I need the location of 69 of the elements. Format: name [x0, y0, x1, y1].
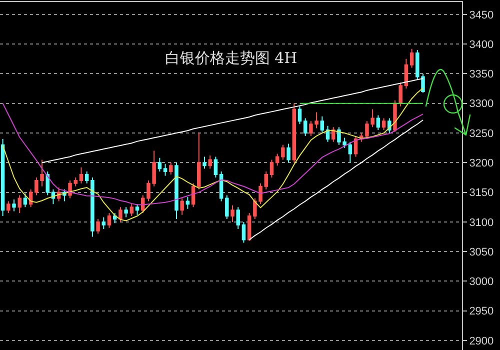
candlestick — [410, 48, 414, 68]
candlestick — [208, 155, 212, 170]
candlestick — [90, 176, 94, 238]
candlestick — [118, 206, 122, 222]
candlestick — [404, 58, 408, 90]
y-tick-label: 3200 — [469, 158, 494, 170]
candlestick — [12, 198, 16, 212]
y-tick-label: 2950 — [469, 306, 494, 318]
candlestick — [130, 204, 134, 217]
candlestick — [6, 200, 10, 214]
candlestick — [74, 176, 78, 187]
candlestick — [18, 194, 22, 214]
candlestick — [320, 116, 324, 134]
line-series — [2, 102, 424, 206]
y-tick-label: 3350 — [469, 68, 494, 81]
candlestick — [84, 171, 89, 184]
candlestick — [197, 132, 201, 190]
y-tick-label: 3150 — [469, 187, 494, 200]
candlestick — [281, 144, 285, 160]
candlestick — [169, 162, 173, 176]
candlestick — [163, 163, 168, 176]
candlestick — [219, 171, 224, 202]
line-series — [2, 87, 424, 222]
text: 白银价格走势图 4H — [164, 49, 298, 67]
candlestick — [23, 192, 28, 208]
y-tick-label: 3100 — [469, 216, 494, 229]
candlestick — [270, 159, 274, 178]
candlestick — [331, 126, 336, 142]
candlestick — [158, 157, 162, 172]
candlestick — [326, 125, 330, 142]
candlestick — [0, 138, 5, 217]
candlestick — [107, 212, 112, 228]
candlestick — [303, 118, 308, 136]
y-tick-label: 3000 — [469, 276, 494, 288]
candlestick — [230, 204, 234, 222]
candlestick — [382, 118, 386, 131]
candlestick — [393, 100, 397, 132]
candlestick — [348, 141, 352, 164]
y-tick-label: 3450 — [469, 9, 494, 22]
candlestick — [174, 162, 178, 220]
candlestick — [398, 82, 402, 107]
candlestick — [68, 180, 72, 199]
line-series — [248, 119, 424, 240]
y-tick-label: 3250 — [469, 128, 494, 140]
candlestick — [275, 153, 280, 166]
candlestick — [124, 206, 128, 218]
candlestick — [236, 206, 240, 230]
candlestick — [247, 212, 252, 242]
candlestick — [180, 198, 184, 216]
y-tick-label: 3400 — [469, 38, 494, 51]
candlestick — [186, 196, 190, 210]
candlestick — [264, 171, 268, 190]
candlestick — [214, 156, 218, 178]
line-series — [42, 78, 424, 164]
y-tick-label: 2900 — [469, 335, 494, 348]
candlestick — [292, 102, 296, 164]
candlestick — [298, 106, 302, 125]
y-tick-label: 3300 — [469, 98, 494, 110]
candlestick — [286, 143, 290, 164]
candlestick — [225, 194, 229, 220]
candlestick — [242, 221, 246, 244]
y-tick-label: 3050 — [469, 246, 494, 258]
candlestick — [112, 212, 117, 224]
candlestick — [102, 216, 106, 230]
candlestick — [376, 114, 380, 131]
candlestick — [79, 166, 84, 184]
candlestick — [96, 218, 100, 234]
candlestick — [135, 204, 140, 216]
candlestick — [202, 156, 206, 170]
